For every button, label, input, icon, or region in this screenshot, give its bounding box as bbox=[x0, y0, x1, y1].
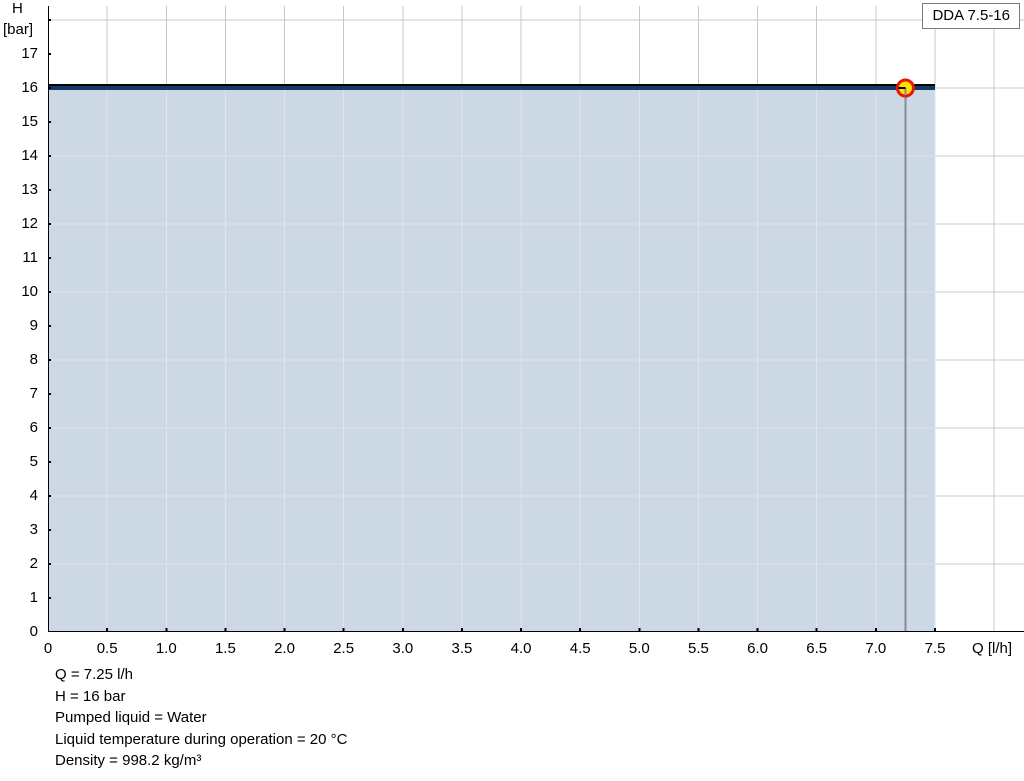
y-tick-label: 8 bbox=[29, 351, 38, 368]
x-tick-label: 5.0 bbox=[628, 640, 650, 657]
y-tick-label: 2 bbox=[29, 555, 38, 572]
duty-point-details: Q = 7.25 l/h H = 16 bar Pumped liquid = … bbox=[55, 664, 955, 772]
legend-pump-model: DDA 7.5-16 bbox=[922, 3, 1020, 29]
y-tick-label: 0 bbox=[29, 623, 38, 640]
y-axis-unit-label: [bar] bbox=[3, 21, 34, 38]
y-tick-label: 5 bbox=[29, 453, 38, 470]
y-tick-label: 9 bbox=[29, 317, 38, 334]
y-axis-title: H bbox=[12, 0, 23, 17]
y-tick-label: 13 bbox=[21, 181, 38, 198]
detail-line: Pumped liquid = Water bbox=[55, 709, 207, 726]
x-tick-label: 4.0 bbox=[510, 640, 532, 657]
x-tick-label: 1.0 bbox=[155, 640, 177, 657]
x-tick-label: 5.5 bbox=[688, 640, 709, 657]
x-tick-label: 6.0 bbox=[747, 640, 769, 657]
x-tick-label: 1.5 bbox=[214, 640, 236, 657]
x-tick-label: 7.5 bbox=[924, 640, 946, 657]
detail-line: Q = 7.25 l/h bbox=[55, 666, 133, 683]
detail-line: Density = 998.2 kg/m³ bbox=[55, 752, 202, 769]
y-tick-label: 12 bbox=[21, 215, 38, 232]
chart-plot-area bbox=[48, 6, 1024, 632]
y-tick-label: 4 bbox=[29, 487, 38, 504]
x-tick-label: 4.5 bbox=[569, 640, 591, 657]
x-tick-label: 2.5 bbox=[333, 640, 355, 657]
y-tick-label: 16 bbox=[21, 79, 38, 96]
y-tick-label: 17 bbox=[21, 45, 38, 62]
y-tick-label: 14 bbox=[21, 147, 38, 164]
y-tick-label: 7 bbox=[29, 385, 38, 402]
x-tick-label: 3.0 bbox=[392, 640, 414, 657]
y-tick-label: 15 bbox=[21, 113, 38, 130]
y-tick-label: 10 bbox=[21, 283, 38, 300]
detail-line: Liquid temperature during operation = 20… bbox=[55, 730, 348, 748]
y-tick-label: 1 bbox=[29, 589, 38, 606]
detail-line: H = 16 bar bbox=[55, 687, 126, 705]
x-tick-label: 2.0 bbox=[274, 640, 295, 657]
x-tick-label: 3.5 bbox=[451, 640, 473, 657]
x-axis-title: Q [l/h] bbox=[972, 640, 1013, 657]
x-tick-label: 0 bbox=[43, 640, 53, 657]
x-tick-label: 0.5 bbox=[96, 640, 118, 657]
performance-curve-svg bbox=[48, 6, 1024, 632]
x-tick-label: 6.5 bbox=[806, 640, 828, 657]
x-tick-label: 7.0 bbox=[865, 640, 887, 657]
duty-point-marker[interactable] bbox=[895, 78, 915, 98]
y-tick-label: 3 bbox=[29, 521, 38, 538]
y-tick-label: 6 bbox=[29, 419, 38, 436]
y-tick-label: 11 bbox=[22, 249, 38, 266]
